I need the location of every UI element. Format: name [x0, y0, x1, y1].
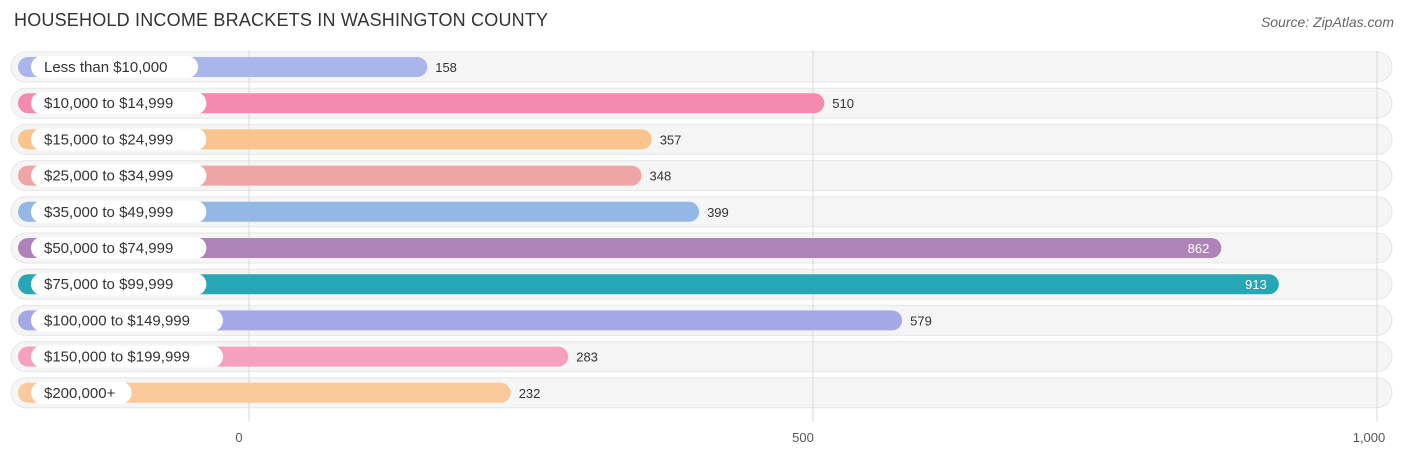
- category-pill: [31, 56, 199, 78]
- category-pill: [31, 273, 207, 296]
- value-label: 399: [707, 205, 729, 220]
- category-pill: [31, 309, 223, 332]
- category-label: $15,000 to $24,999: [44, 131, 173, 148]
- category-label: $35,000 to $49,999: [44, 204, 173, 221]
- category-label: $25,000 to $34,999: [44, 168, 173, 185]
- bar[interactable]: [18, 238, 1222, 258]
- category-pill: [31, 92, 207, 115]
- value-label: 862: [1188, 241, 1210, 256]
- category-label: Less than $10,000: [44, 59, 167, 76]
- bar[interactable]: [18, 274, 1279, 295]
- value-label: 283: [576, 350, 598, 365]
- bar[interactable]: [18, 93, 825, 114]
- category-label: $100,000 to $149,999: [44, 312, 190, 329]
- category-pill: [31, 345, 223, 368]
- chart-title: HOUSEHOLD INCOME BRACKETS IN WASHINGTON …: [14, 10, 549, 30]
- category-pill: [31, 200, 207, 223]
- category-label: $50,000 to $74,999: [44, 240, 173, 257]
- x-tick-label: 500: [792, 430, 814, 445]
- category-pill: [31, 237, 207, 259]
- category-pill: [31, 128, 207, 151]
- category-label: $75,000 to $99,999: [44, 276, 173, 293]
- category-label: $150,000 to $199,999: [44, 349, 190, 366]
- value-label: 579: [910, 313, 932, 328]
- value-label: 348: [650, 169, 672, 184]
- value-label: 158: [435, 60, 457, 75]
- category-label: $10,000 to $14,999: [44, 95, 173, 112]
- category-label: $200,000+: [44, 385, 116, 402]
- value-label: 357: [660, 132, 682, 147]
- source-credit: Source: ZipAtlas.com: [1260, 14, 1394, 30]
- value-label: 913: [1245, 277, 1267, 292]
- category-pill: [31, 381, 132, 404]
- value-label: 510: [832, 96, 854, 111]
- bar[interactable]: [18, 382, 511, 403]
- x-tick-label: 1,000: [1353, 430, 1386, 445]
- x-tick-label: 0: [235, 430, 242, 445]
- category-pill: [31, 164, 207, 187]
- value-label: 232: [519, 386, 541, 401]
- bar[interactable]: [18, 310, 903, 331]
